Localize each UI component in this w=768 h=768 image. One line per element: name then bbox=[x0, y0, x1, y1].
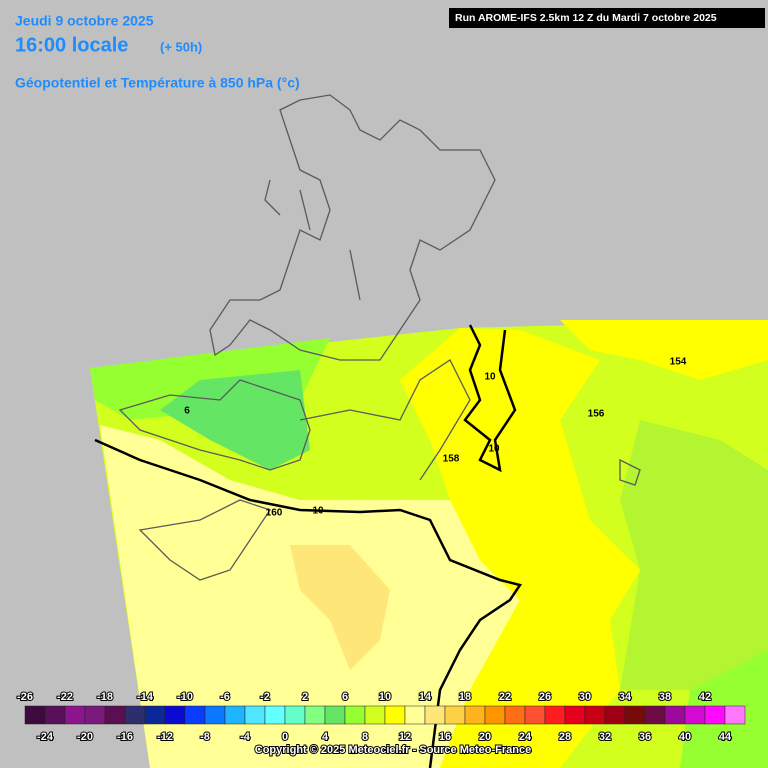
date: Jeudi 9 octobre 2025 bbox=[15, 13, 154, 29]
scale-swatch bbox=[304, 705, 326, 725]
contour-label: 158 bbox=[443, 454, 460, 465]
color-scale: -26 -22 -18 -14 -10 -6 -2 2 6 10 14 18 22 26 30 34 38 42-… bbox=[16, 690, 746, 744]
scale-label: 12 bbox=[399, 731, 411, 743]
coastlines bbox=[118, 94, 641, 581]
scale-label: 40 bbox=[679, 731, 691, 743]
scale-swatch bbox=[684, 705, 706, 725]
contour-label: 160 bbox=[266, 508, 283, 519]
scale-label: 26 bbox=[539, 691, 551, 703]
scale-swatch bbox=[544, 705, 566, 725]
scale-label: -12 bbox=[157, 731, 173, 743]
scale-swatch bbox=[644, 705, 666, 725]
scale-swatch bbox=[84, 705, 106, 725]
country-border bbox=[94, 438, 523, 768]
scale-label: -4 bbox=[240, 731, 251, 743]
scale-swatch bbox=[664, 705, 686, 725]
scale-swatch bbox=[404, 705, 426, 725]
run-info: Run AROME-IFS 2.5km 12 Z du Mardi 7 octo… bbox=[455, 12, 717, 24]
scale-label: 6 bbox=[342, 691, 348, 703]
scale-swatch bbox=[284, 705, 306, 725]
scale-swatch bbox=[444, 705, 466, 725]
scale-label: 14 bbox=[419, 691, 432, 703]
scale-label: 28 bbox=[559, 731, 571, 743]
scale-swatch bbox=[484, 705, 506, 725]
country-border bbox=[463, 324, 517, 473]
scale-label: 44 bbox=[719, 731, 732, 743]
scale-label: 42 bbox=[699, 691, 711, 703]
scale-swatch bbox=[184, 705, 206, 725]
scale-swatch bbox=[144, 705, 166, 725]
scale-swatch bbox=[344, 705, 366, 725]
scale-label: 18 bbox=[459, 691, 471, 703]
scale-swatch bbox=[524, 705, 546, 725]
scale-label: -26 bbox=[17, 691, 33, 703]
scale-swatch bbox=[504, 705, 526, 725]
scale-label: 16 bbox=[439, 731, 451, 743]
scale-label: 20 bbox=[479, 731, 491, 743]
lead-time: (+ 50h) bbox=[160, 39, 202, 54]
scale-label: -14 bbox=[137, 691, 154, 703]
scale-swatch bbox=[624, 705, 646, 725]
scale-label: -22 bbox=[57, 691, 73, 703]
contour-label: 10 bbox=[312, 506, 324, 517]
contour-label: 10 bbox=[484, 372, 496, 383]
scale-label: -8 bbox=[200, 731, 210, 743]
scale-swatch bbox=[164, 705, 186, 725]
scale-label: -6 bbox=[220, 691, 230, 703]
contour-label: 10 bbox=[488, 444, 500, 455]
scale-swatch bbox=[24, 705, 46, 725]
scale-swatch bbox=[104, 705, 126, 725]
scale-swatch bbox=[224, 705, 246, 725]
scale-swatch bbox=[324, 705, 346, 725]
scale-swatch bbox=[124, 705, 146, 725]
scale-swatch bbox=[564, 705, 586, 725]
scale-label: -24 bbox=[37, 731, 54, 743]
scale-label: 30 bbox=[579, 691, 591, 703]
contour-label: 6 bbox=[184, 406, 190, 417]
scale-swatch bbox=[364, 705, 386, 725]
scale-label: 10 bbox=[379, 691, 391, 703]
scale-swatch bbox=[424, 705, 446, 725]
scale-label: -20 bbox=[77, 731, 93, 743]
scale-swatch bbox=[724, 705, 746, 725]
scale-label: 4 bbox=[322, 731, 329, 743]
scale-swatch bbox=[384, 705, 406, 725]
scale-swatch bbox=[704, 705, 726, 725]
scale-swatch bbox=[64, 705, 86, 725]
time: 16:00 locale bbox=[15, 34, 128, 56]
copyright: Copyright © 2025 Meteociel.fr - Source M… bbox=[255, 744, 531, 756]
contour-label: 154 bbox=[670, 357, 687, 368]
scale-swatch bbox=[244, 705, 266, 725]
subtitle: Géopotentiel et Température à 850 hPa (°… bbox=[15, 75, 300, 91]
scale-swatch bbox=[604, 705, 626, 725]
scale-label: 22 bbox=[499, 691, 511, 703]
run-box bbox=[449, 8, 765, 28]
scale-label: -18 bbox=[97, 691, 113, 703]
scale-label: -16 bbox=[117, 731, 133, 743]
contour-labels: 154 156 158 160 10 10 10 6 bbox=[184, 357, 687, 519]
scale-label: 32 bbox=[599, 731, 611, 743]
scale-swatch bbox=[264, 705, 286, 725]
contour-label: 156 bbox=[588, 409, 605, 420]
scale-label: 34 bbox=[619, 691, 632, 703]
scale-label: 8 bbox=[362, 731, 368, 743]
scale-label: 36 bbox=[639, 731, 651, 743]
temperature-field bbox=[90, 320, 768, 768]
scale-label: 0 bbox=[282, 731, 288, 743]
scale-label: 24 bbox=[519, 731, 532, 743]
scale-swatch bbox=[584, 705, 606, 725]
scale-swatch bbox=[204, 705, 226, 725]
scale-label: 2 bbox=[302, 691, 308, 703]
scale-swatch bbox=[464, 705, 486, 725]
scale-label: -10 bbox=[177, 691, 193, 703]
scale-label: -2 bbox=[260, 691, 270, 703]
scale-swatch bbox=[44, 705, 66, 725]
scale-label: 38 bbox=[659, 691, 671, 703]
